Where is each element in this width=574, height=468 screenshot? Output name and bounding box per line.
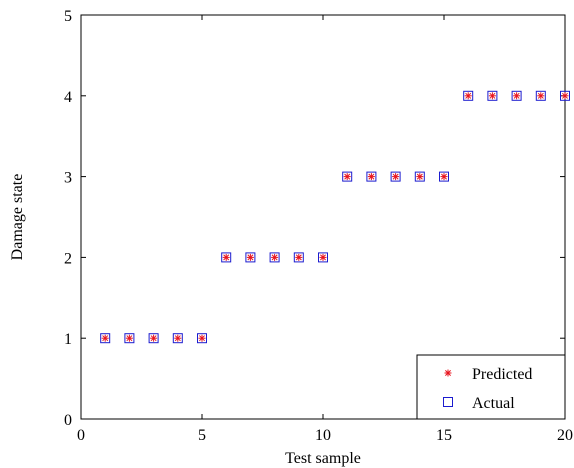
actual-point xyxy=(293,252,304,263)
predicted-point xyxy=(440,173,448,181)
predicted-point xyxy=(343,173,351,181)
predicted-point xyxy=(271,253,279,261)
predicted-point xyxy=(174,334,182,342)
y-tick-label: 4 xyxy=(64,89,72,106)
actual-point xyxy=(100,333,111,344)
predicted-point xyxy=(101,334,109,342)
actual-point xyxy=(318,252,328,263)
actual-point xyxy=(269,252,280,263)
axis-tick-labels: 0 5 10 15 20 0 1 2 3 4 5 xyxy=(64,8,573,444)
x-tick-label: 15 xyxy=(436,427,452,444)
data-marks xyxy=(100,90,570,344)
predicted-point xyxy=(295,253,303,261)
y-tick-label: 0 xyxy=(64,412,72,429)
x-tick-label: 10 xyxy=(315,427,331,444)
legend-asterisk-icon xyxy=(444,369,452,377)
x-axis-title: Test sample xyxy=(285,450,361,467)
actual-point xyxy=(511,90,522,101)
predicted-point xyxy=(392,173,400,181)
predicted-point xyxy=(464,92,472,100)
legend-marker-predicted xyxy=(444,369,452,377)
y-tick-label: 1 xyxy=(64,331,72,348)
x-tick-label: 5 xyxy=(198,427,206,444)
predicted-point xyxy=(319,253,327,261)
x-tick-label: 20 xyxy=(557,427,573,444)
actual-point xyxy=(221,252,232,263)
actual-point xyxy=(439,171,449,182)
actual-point xyxy=(390,171,401,182)
actual-point xyxy=(172,333,183,344)
actual-point xyxy=(463,90,474,101)
predicted-point xyxy=(198,334,206,342)
legend-square-icon xyxy=(443,397,453,407)
actual-point xyxy=(560,90,570,101)
y-axis-title: Damage state xyxy=(9,174,26,261)
x-tick-label: 0 xyxy=(77,427,85,444)
predicted-point xyxy=(246,253,254,261)
legend-box xyxy=(416,354,566,420)
actual-point xyxy=(535,90,546,101)
predicted-point xyxy=(488,92,496,100)
legend: Predicted Actual xyxy=(416,354,566,420)
predicted-point xyxy=(222,253,230,261)
actual-point xyxy=(148,333,159,344)
predicted-point xyxy=(513,92,521,100)
predicted-point xyxy=(125,334,133,342)
predicted-point xyxy=(150,334,158,342)
y-tick-label: 3 xyxy=(64,170,72,187)
legend-label-predicted: Predicted xyxy=(472,366,532,383)
predicted-point xyxy=(367,173,375,181)
actual-point xyxy=(414,171,425,182)
actual-point xyxy=(124,333,135,344)
actual-point xyxy=(487,90,498,101)
y-tick-label: 2 xyxy=(64,250,72,267)
legend-marker-actual xyxy=(443,397,453,407)
predicted-point xyxy=(537,92,545,100)
predicted-point xyxy=(416,173,424,181)
y-tick-label: 5 xyxy=(64,8,72,25)
legend-label-actual: Actual xyxy=(472,395,515,412)
actual-point xyxy=(197,333,207,344)
actual-point xyxy=(342,171,353,182)
predicted-point xyxy=(561,92,569,100)
actual-point xyxy=(366,171,377,182)
actual-point xyxy=(245,252,256,263)
